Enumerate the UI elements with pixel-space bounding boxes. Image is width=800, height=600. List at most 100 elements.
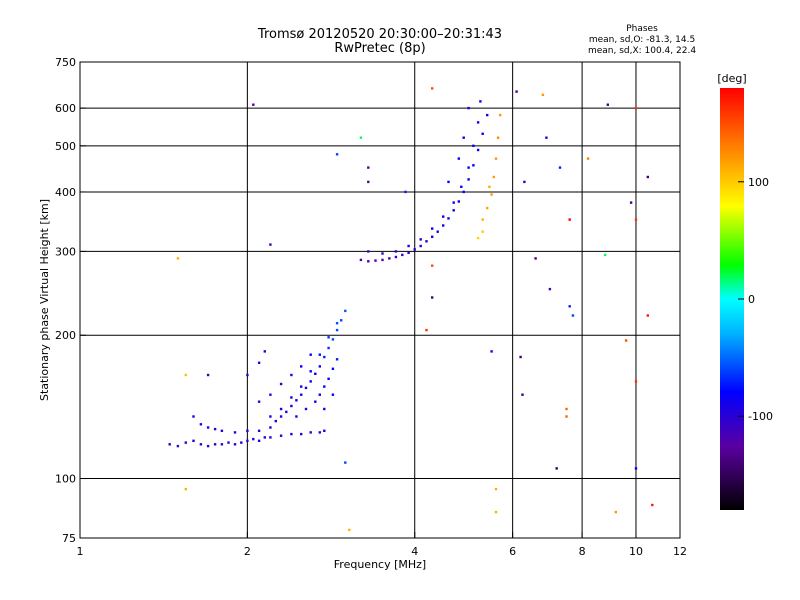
data-point xyxy=(184,373,187,377)
data-point xyxy=(515,90,518,93)
data-point xyxy=(300,385,303,388)
data-point xyxy=(541,93,545,96)
data-point xyxy=(407,251,410,254)
data-point xyxy=(472,144,475,147)
data-point xyxy=(359,136,363,139)
data-point xyxy=(521,393,524,396)
data-point xyxy=(304,407,308,411)
x-tick-label: 12 xyxy=(673,545,687,558)
data-point xyxy=(457,200,460,203)
legend-title: Phases xyxy=(626,24,658,34)
data-point xyxy=(479,100,482,103)
y-tick-label: 300 xyxy=(55,245,76,258)
colorbar-label: [deg] xyxy=(717,72,746,85)
data-point xyxy=(431,296,434,299)
data-point xyxy=(634,106,638,110)
data-point xyxy=(192,439,195,442)
data-point xyxy=(290,432,293,436)
data-point xyxy=(492,175,495,179)
data-point xyxy=(413,248,416,251)
data-point xyxy=(269,426,272,429)
data-point xyxy=(603,253,607,257)
data-point xyxy=(436,230,439,233)
y-axis-title: Stationary phase Virtual Height [km] xyxy=(38,199,51,401)
y-axis: 75 100 200 300 400 500 600 750 xyxy=(55,56,86,545)
data-point xyxy=(494,487,498,491)
data-point xyxy=(257,400,261,403)
x-tick-label: 8 xyxy=(579,545,586,558)
data-point xyxy=(634,380,638,383)
data-point xyxy=(314,400,317,403)
data-point xyxy=(490,193,493,196)
data-point xyxy=(184,441,187,444)
colorbar-tick-label: 100 xyxy=(748,176,769,189)
data-point xyxy=(367,250,370,253)
data-point xyxy=(279,415,283,418)
data-point xyxy=(523,180,526,184)
data-point xyxy=(314,372,317,375)
data-point xyxy=(447,217,450,220)
data-point xyxy=(462,190,465,194)
data-point xyxy=(206,373,210,377)
data-point xyxy=(263,350,266,353)
colorbar-ticks: 100 0 -100 xyxy=(738,176,773,423)
data-point xyxy=(624,339,628,342)
data-point xyxy=(407,244,410,248)
data-point xyxy=(634,218,638,221)
data-point xyxy=(534,257,537,260)
data-point xyxy=(274,419,277,423)
data-point xyxy=(442,215,445,218)
data-point xyxy=(568,218,571,221)
data-point xyxy=(425,328,428,332)
data-point xyxy=(367,180,370,184)
data-point xyxy=(467,166,470,169)
data-point xyxy=(331,367,335,370)
data-point xyxy=(304,386,308,390)
data-point xyxy=(240,441,243,444)
chart-title: Tromsø 20120520 20:30:00–20:31:43 xyxy=(257,27,502,42)
data-point xyxy=(199,423,203,426)
data-point xyxy=(404,190,407,194)
data-point xyxy=(309,370,312,373)
data-point xyxy=(327,377,330,380)
data-point xyxy=(481,230,484,233)
data-point xyxy=(348,528,351,532)
data-point xyxy=(233,431,237,434)
y-tick-label: 100 xyxy=(55,473,76,486)
data-point xyxy=(300,393,303,396)
data-point xyxy=(545,136,548,139)
y-tick-label: 200 xyxy=(55,329,76,342)
data-point xyxy=(381,252,384,255)
data-point xyxy=(571,314,575,317)
data-point xyxy=(300,365,303,368)
colorbar-tick-label: -100 xyxy=(748,410,773,423)
y-tick-label: 75 xyxy=(62,532,76,545)
data-point xyxy=(488,185,491,188)
data-point xyxy=(279,407,283,411)
data-point xyxy=(309,431,312,434)
data-point xyxy=(374,259,377,262)
data-point xyxy=(318,393,321,396)
data-point xyxy=(295,399,298,402)
data-point xyxy=(558,166,562,169)
data-point xyxy=(246,439,249,442)
data-point xyxy=(220,443,224,446)
data-point xyxy=(606,103,609,106)
data-point xyxy=(565,415,568,418)
data-point xyxy=(481,218,484,221)
data-point xyxy=(486,206,489,210)
data-point xyxy=(257,429,261,432)
y-tick-label: 500 xyxy=(55,140,76,153)
data-point xyxy=(335,322,339,325)
data-point xyxy=(467,178,470,181)
y-tick-label: 600 xyxy=(55,102,76,115)
data-point xyxy=(462,136,465,139)
data-point xyxy=(318,353,321,356)
data-point xyxy=(629,201,633,204)
data-point xyxy=(220,429,224,432)
data-point xyxy=(565,407,568,411)
data-point xyxy=(327,346,330,350)
x-tick-label: 10 xyxy=(629,545,643,558)
data-point xyxy=(285,410,288,414)
data-point xyxy=(394,250,398,253)
